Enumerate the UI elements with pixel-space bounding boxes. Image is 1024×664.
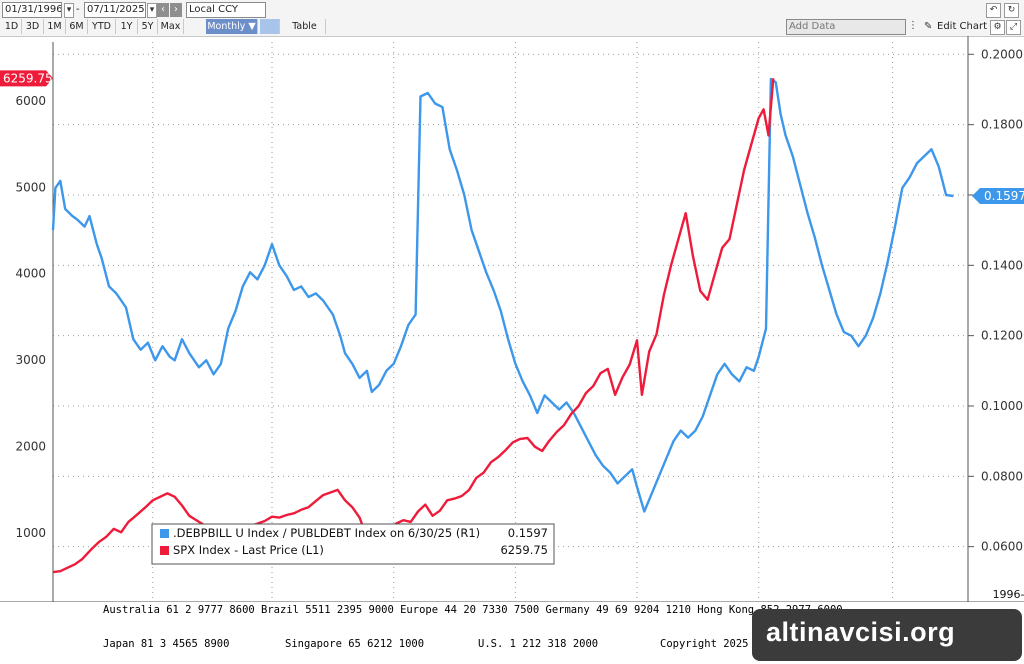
back-arrow-icon[interactable]: ‹	[157, 3, 169, 17]
right-tick-label: 0.1000	[981, 399, 1023, 413]
right-tick-label: 0.0800	[981, 469, 1023, 483]
right-axis: 0.06000.08000.10000.12000.14000.16000.18…	[968, 47, 1023, 554]
footer-contact-us: U.S. 1 212 318 2000	[478, 638, 599, 650]
range-button-ytd[interactable]: YTD	[88, 19, 116, 34]
fullscreen-icon[interactable]: ⤢	[1006, 20, 1021, 35]
grid-lines	[0, 36, 1024, 602]
right-tick-label: 0.1800	[981, 118, 1023, 132]
range-button-1d[interactable]: 1D	[2, 19, 22, 34]
legend-value: 0.1597	[508, 526, 548, 540]
right-tick-label: 0.1400	[981, 258, 1023, 272]
footer-contact-singapore: Singapore 65 6212 1000	[285, 638, 425, 650]
ellipsis-menu-icon[interactable]: ⋮	[908, 20, 918, 31]
range-button-1y[interactable]: 1Y	[116, 19, 138, 34]
footer-contact-japan: Japan 81 3 4565 8900	[103, 638, 230, 650]
range-button-max[interactable]: Max	[158, 19, 184, 34]
calendar-icon[interactable]: ▾	[64, 3, 74, 18]
left-tick-label: 5000	[15, 180, 46, 194]
chart-type-button[interactable]	[260, 19, 280, 34]
footer-contacts-line1: Australia 61 2 9777 8600 Brazil 5511 239…	[103, 604, 843, 616]
right-tag-text: 0.1597	[984, 189, 1024, 203]
edit-chart-button[interactable]: Edit Chart	[937, 21, 988, 32]
left-tick-label: 6000	[15, 94, 46, 108]
right-tick-label: 0.1200	[981, 329, 1023, 343]
range-button-6m[interactable]: 6M	[66, 19, 88, 34]
end-date-input[interactable]: 07/11/2025	[84, 2, 146, 18]
legend-box	[151, 523, 555, 565]
left-tick-label: 2000	[15, 440, 46, 454]
chart-toolbar: 01/31/1996 ▾ - 07/11/2025 ▾ ‹ › Local CC…	[0, 0, 1024, 37]
x-tick-label: 1996-1999	[993, 588, 1024, 601]
debt-ratio-series-line	[51, 77, 954, 513]
refresh-icon[interactable]: ↻	[1004, 3, 1019, 18]
legend-swatch	[160, 529, 169, 538]
range-button-3d[interactable]: 3D	[22, 19, 44, 34]
left-tick-label: 4000	[15, 267, 46, 281]
legend-swatch	[160, 546, 169, 555]
currency-select[interactable]: Local CCY	[186, 2, 266, 18]
legend: .DEBPBILL U Index / PUBLDEBT Index on 6/…	[151, 523, 555, 565]
forward-arrow-icon[interactable]: ›	[170, 3, 182, 17]
calendar-icon[interactable]: ▾	[147, 3, 157, 18]
legend-label: SPX Index - Last Price (L1)	[173, 543, 324, 557]
range-button-1m[interactable]: 1M	[44, 19, 66, 34]
legend-label: .DEBPBILL U Index / PUBLDEBT Index on 6/…	[173, 526, 480, 540]
watermark: altinavcisi.org	[752, 609, 1022, 661]
left-tick-label: 1000	[15, 526, 46, 540]
value-tags: 6259.75 0.1597	[0, 70, 1024, 205]
spx-series-line	[52, 78, 775, 574]
left-axis: 1000 2000 3000 4000 5000 6000	[15, 94, 46, 540]
undo-icon[interactable]: ↶	[986, 3, 1001, 18]
legend-value: 6259.75	[500, 543, 548, 557]
left-tag-text: 6259.75	[3, 71, 53, 85]
left-last-value-tag: 6259.75	[0, 70, 53, 87]
right-tick-label: 0.2000	[981, 47, 1023, 61]
date-separator: -	[76, 4, 80, 15]
start-date-input[interactable]: 01/31/1996	[2, 2, 62, 18]
series-layer	[51, 77, 954, 574]
chart-canvas: 1000 2000 3000 4000 5000 6000 0.0600 0.0800 0.1…	[0, 36, 1024, 602]
periodicity-select[interactable]: Monthly ▼	[206, 19, 258, 34]
table-button[interactable]: Table	[284, 19, 326, 34]
right-last-value-tag: 0.1597	[972, 188, 1024, 205]
settings-icon[interactable]: ⚙	[990, 20, 1005, 35]
add-data-input[interactable]: Add Data	[786, 19, 906, 35]
watermark-text: altinavcisi.org	[766, 617, 956, 647]
range-button-5y[interactable]: 5Y	[138, 19, 158, 34]
left-tick-label: 3000	[15, 353, 46, 367]
right-tick-label: 0.0600	[981, 540, 1023, 554]
pencil-icon[interactable]: ✎	[924, 21, 933, 32]
x-axis: 1996-19992000-20042005-20092010-20142015…	[993, 588, 1024, 601]
